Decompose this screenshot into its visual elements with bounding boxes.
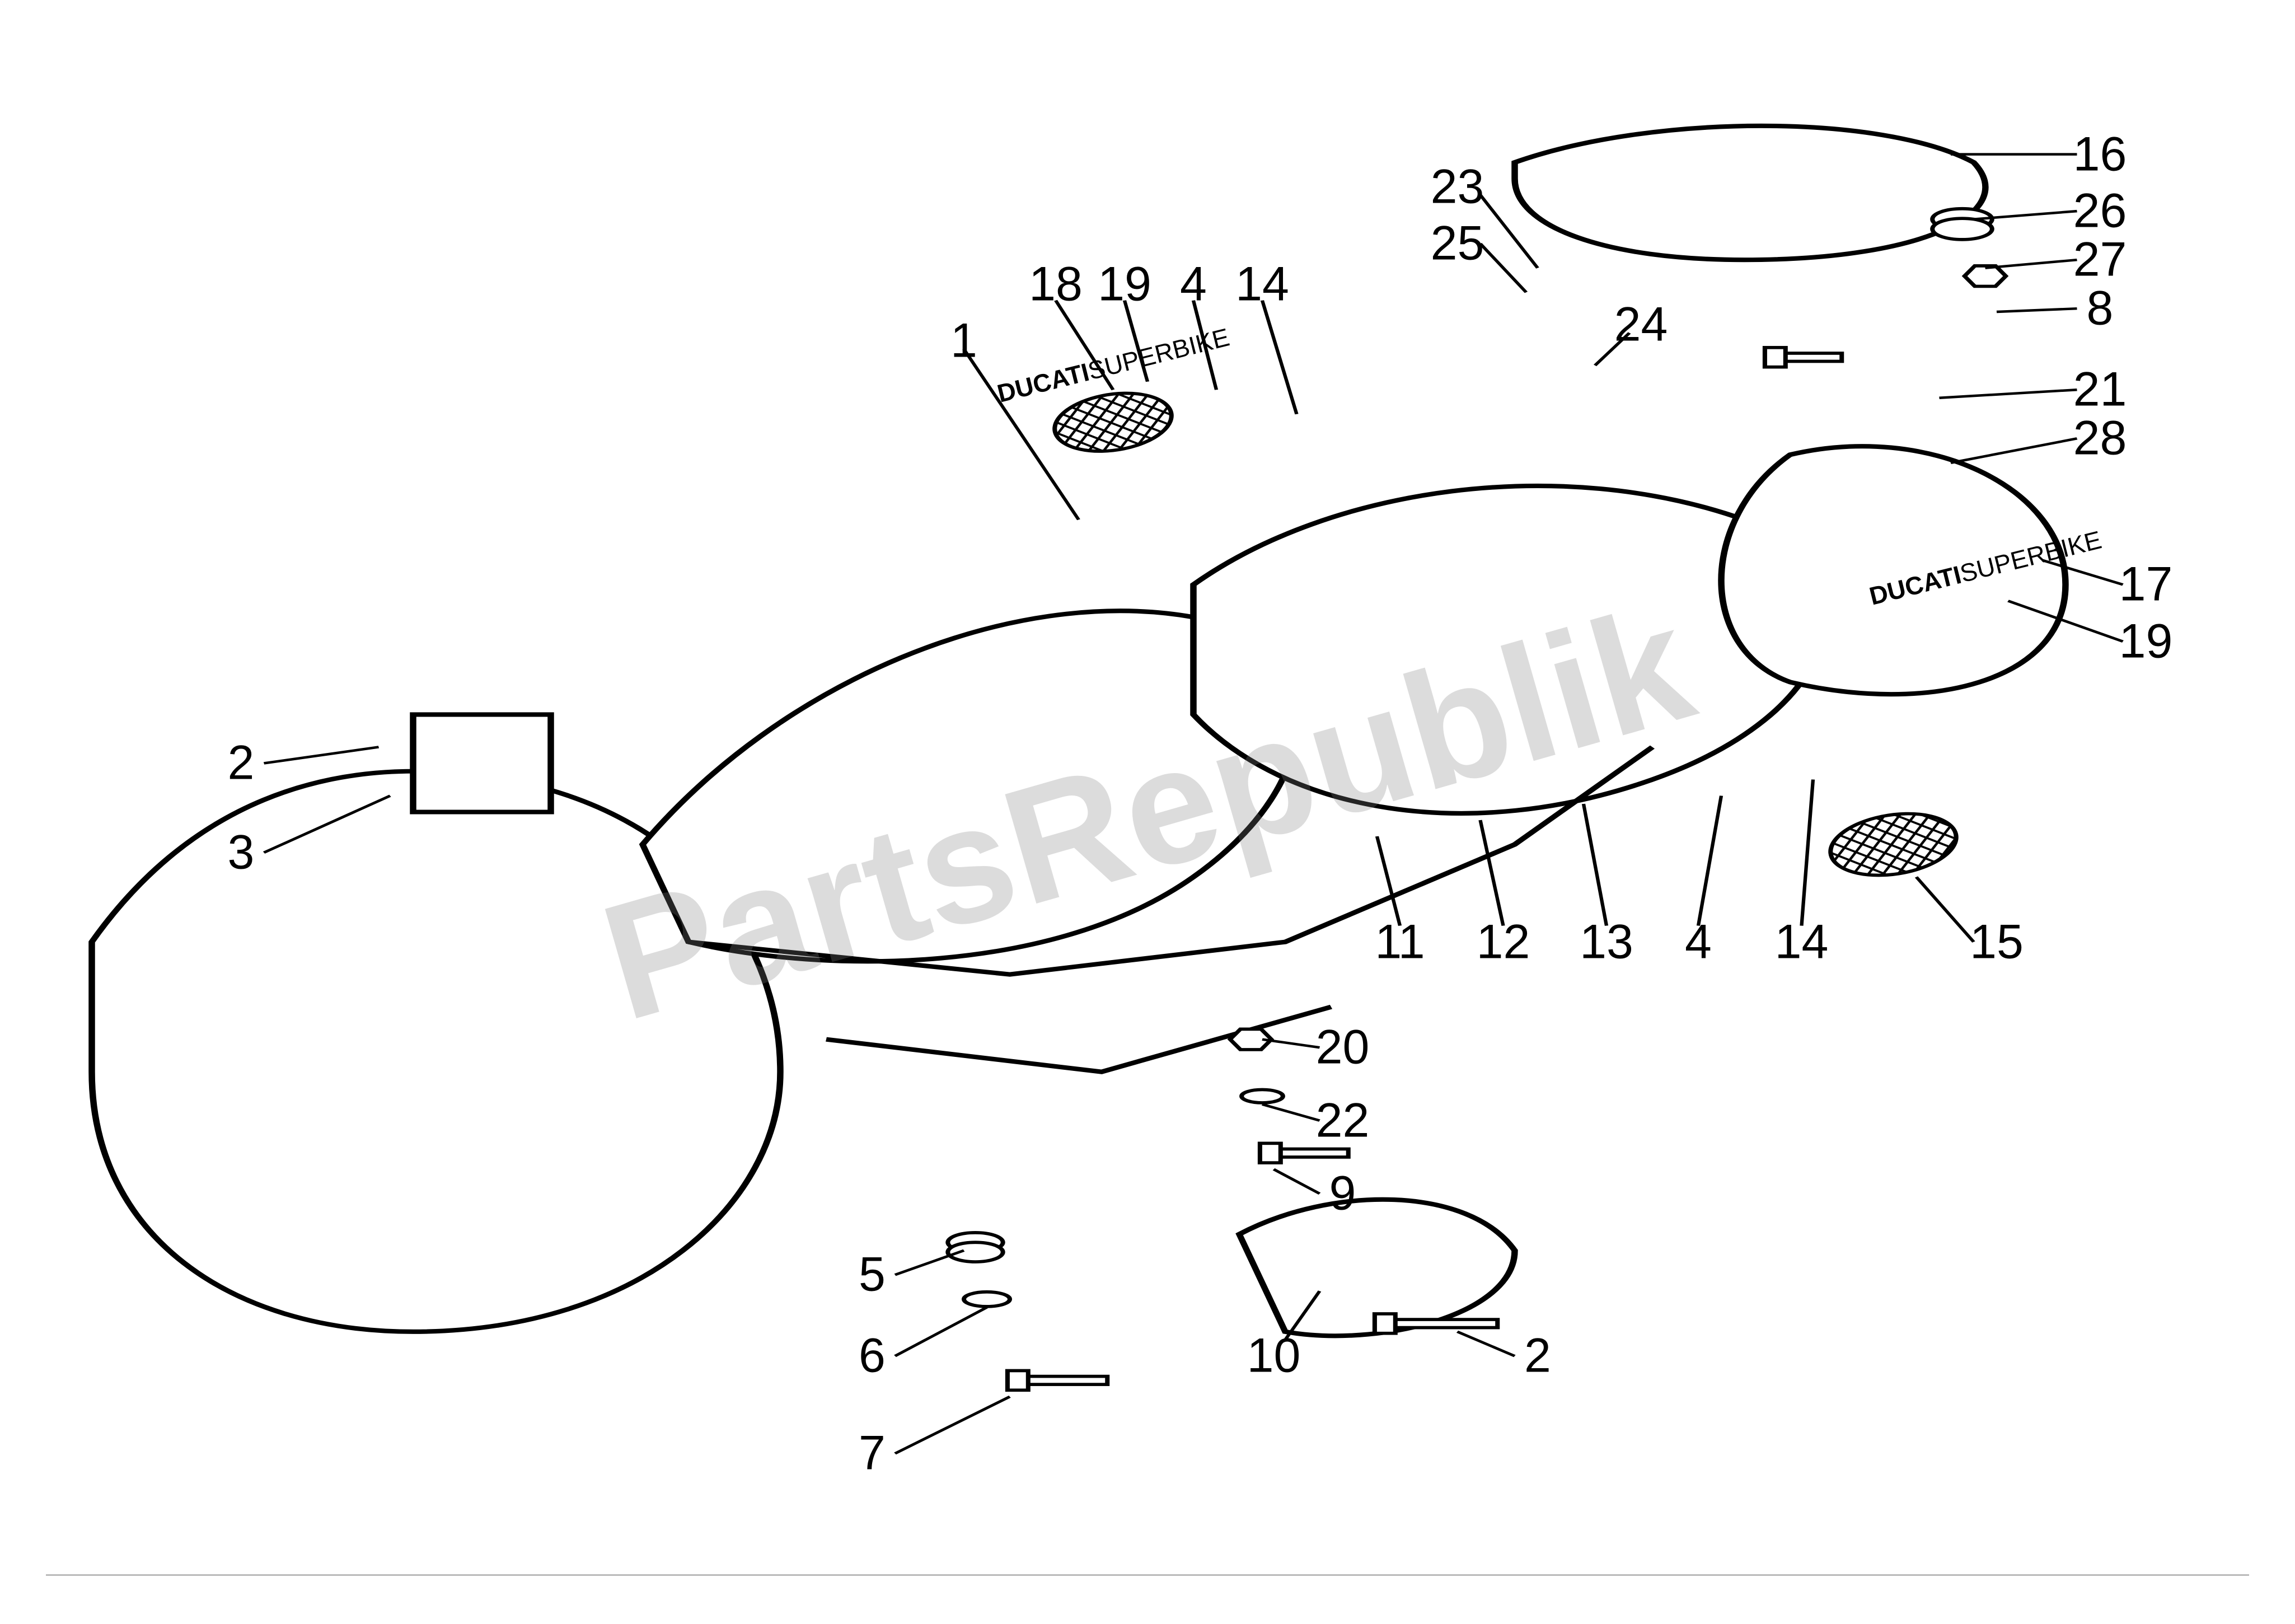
callout-number: 20 xyxy=(1316,1020,1370,1075)
callout-number: 2 xyxy=(228,736,255,791)
callout-number: 9 xyxy=(1329,1166,1356,1221)
callout-number: 3 xyxy=(228,825,255,881)
callout-number: 5 xyxy=(859,1247,886,1303)
callout-number: 4 xyxy=(1180,256,1207,312)
callout-number: 1 xyxy=(950,313,977,369)
callout-number: 19 xyxy=(2119,614,2173,669)
callout-number: 22 xyxy=(1316,1093,1370,1148)
callout-number: 25 xyxy=(1431,216,1484,272)
callout-number: 14 xyxy=(1775,914,1829,970)
callout-number: 23 xyxy=(1431,159,1484,214)
callout-number: 7 xyxy=(859,1426,886,1481)
callout-number: 24 xyxy=(1614,297,1668,353)
callout-number: 8 xyxy=(2087,281,2114,336)
callout-number: 16 xyxy=(2073,127,2127,182)
callout-number: 2 xyxy=(1524,1328,1551,1384)
callout-number: 12 xyxy=(1477,914,1530,970)
callout-number: 17 xyxy=(2119,557,2173,612)
callout-number: 15 xyxy=(1970,914,2024,970)
callout-number: 28 xyxy=(2073,411,2127,466)
callout-number: 18 xyxy=(1029,256,1083,312)
exploded-diagram: PartsRepublik 12356718194142325162627821… xyxy=(0,0,2295,1624)
callout-number: 27 xyxy=(2073,232,2127,288)
callout-number: 11 xyxy=(1375,914,1425,970)
callout-number: 4 xyxy=(1685,914,1712,970)
line-drawing xyxy=(0,0,2295,1624)
callout-number: 6 xyxy=(859,1328,886,1384)
callout-number: 26 xyxy=(2073,184,2127,239)
callout-number: 10 xyxy=(1247,1328,1301,1384)
callout-number: 21 xyxy=(2073,362,2127,418)
callout-number: 13 xyxy=(1580,914,1633,970)
callout-number: 14 xyxy=(1235,256,1289,312)
callout-number: 19 xyxy=(1098,256,1151,312)
